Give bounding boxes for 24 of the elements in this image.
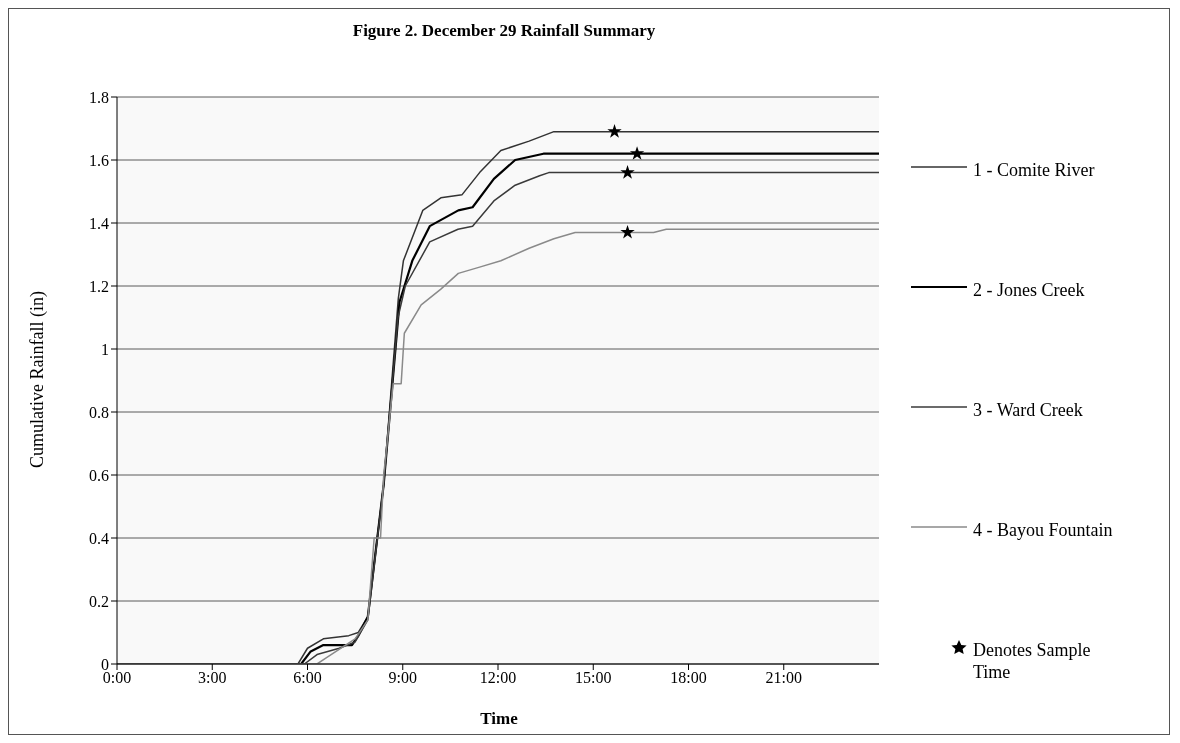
y-tick-label: 1.8 — [89, 88, 109, 106]
x-tick-label: 15:00 — [575, 669, 612, 687]
y-tick-label: 0.8 — [89, 403, 109, 421]
x-tick-label: 12:00 — [479, 669, 517, 687]
y-tick-label: 0.4 — [89, 529, 109, 547]
x-tick-label: 18:00 — [670, 669, 707, 687]
y-tick-label: 1 — [101, 340, 109, 358]
legend-label: 1 - Comite River — [973, 159, 1096, 181]
x-tick-label: 21:00 — [765, 669, 802, 687]
legend-label: 2 - Jones Creek — [973, 279, 1086, 301]
y-tick-label: 1.4 — [89, 214, 109, 232]
y-axis-title: Cumulative Rainfall (in) — [26, 290, 48, 468]
x-tick-label: 6:00 — [293, 669, 322, 687]
legend-label: Denotes Sample Time — [973, 639, 1092, 683]
y-tick-label: 1.6 — [89, 151, 109, 169]
x-axis-title: Time — [479, 709, 519, 729]
chart-title: Figure 2. December 29 Rainfall Summary — [351, 21, 657, 41]
x-tick-label: 3:00 — [198, 669, 227, 687]
y-tick-label: 0.6 — [89, 466, 109, 484]
x-tick-label: 9:00 — [388, 669, 417, 687]
y-tick-label: 0.2 — [89, 592, 109, 610]
y-tick-label: 1.2 — [89, 277, 109, 295]
legend-label: 4 - Bayou Fountain — [973, 519, 1114, 541]
legend-label: 3 - Ward Creek — [973, 399, 1084, 421]
